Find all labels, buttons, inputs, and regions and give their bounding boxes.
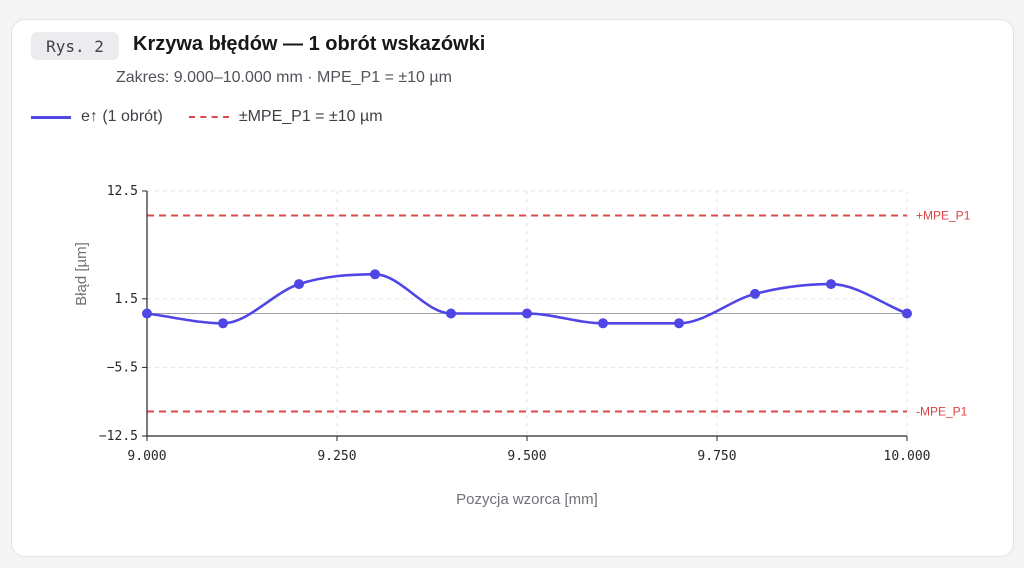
y-tick-label: 12.5 (107, 184, 138, 199)
data-point (750, 288, 760, 299)
legend: e↑ (1 obrót) ±MPE_P1 = ±10 µm (31, 108, 409, 126)
data-point (142, 308, 152, 319)
y-tick-label: 1.5 (115, 292, 138, 307)
x-axis-title: Pozycja wzorca [mm] (456, 491, 598, 508)
data-point (218, 318, 228, 329)
data-point (522, 308, 532, 319)
y-tick-label: −12.5 (99, 429, 138, 444)
chart-subtitle: Zakres: 9.000–10.000 mm · MPE_P1 = ±10 µ… (116, 69, 452, 86)
figure-card (11, 19, 1014, 557)
data-point (370, 269, 380, 280)
legend-series-label: e↑ (1 obrót) (81, 108, 163, 125)
data-point (674, 318, 684, 329)
x-tick-label: 9.000 (127, 449, 166, 464)
x-tick-label: 9.250 (317, 449, 356, 464)
y-axis-title: Błąd [µm] (73, 242, 90, 306)
data-point (902, 308, 912, 319)
data-point (826, 279, 836, 290)
figure-tag: Rys. 2 (31, 32, 119, 60)
chart-title: Krzywa błędów — 1 obrót wskazówki (133, 33, 486, 55)
legend-item-series[interactable]: e↑ (1 obrót) (31, 108, 163, 126)
data-point (446, 308, 456, 319)
x-tick-label: 9.500 (507, 449, 546, 464)
legend-series-swatch (31, 115, 71, 119)
x-tick-label: 10.000 (884, 449, 931, 464)
mpe-line-label: -MPE_P1 (916, 405, 968, 419)
data-point (294, 279, 304, 290)
legend-item-mpe[interactable]: ±MPE_P1 = ±10 µm (188, 108, 383, 126)
x-tick-label: 9.750 (697, 449, 736, 464)
mpe-line-label: +MPE_P1 (916, 209, 971, 223)
data-point (598, 318, 608, 329)
legend-mpe-label: ±MPE_P1 = ±10 µm (238, 108, 383, 125)
y-tick-label: −5.5 (107, 360, 138, 375)
legend-mpe-swatch (188, 116, 229, 118)
